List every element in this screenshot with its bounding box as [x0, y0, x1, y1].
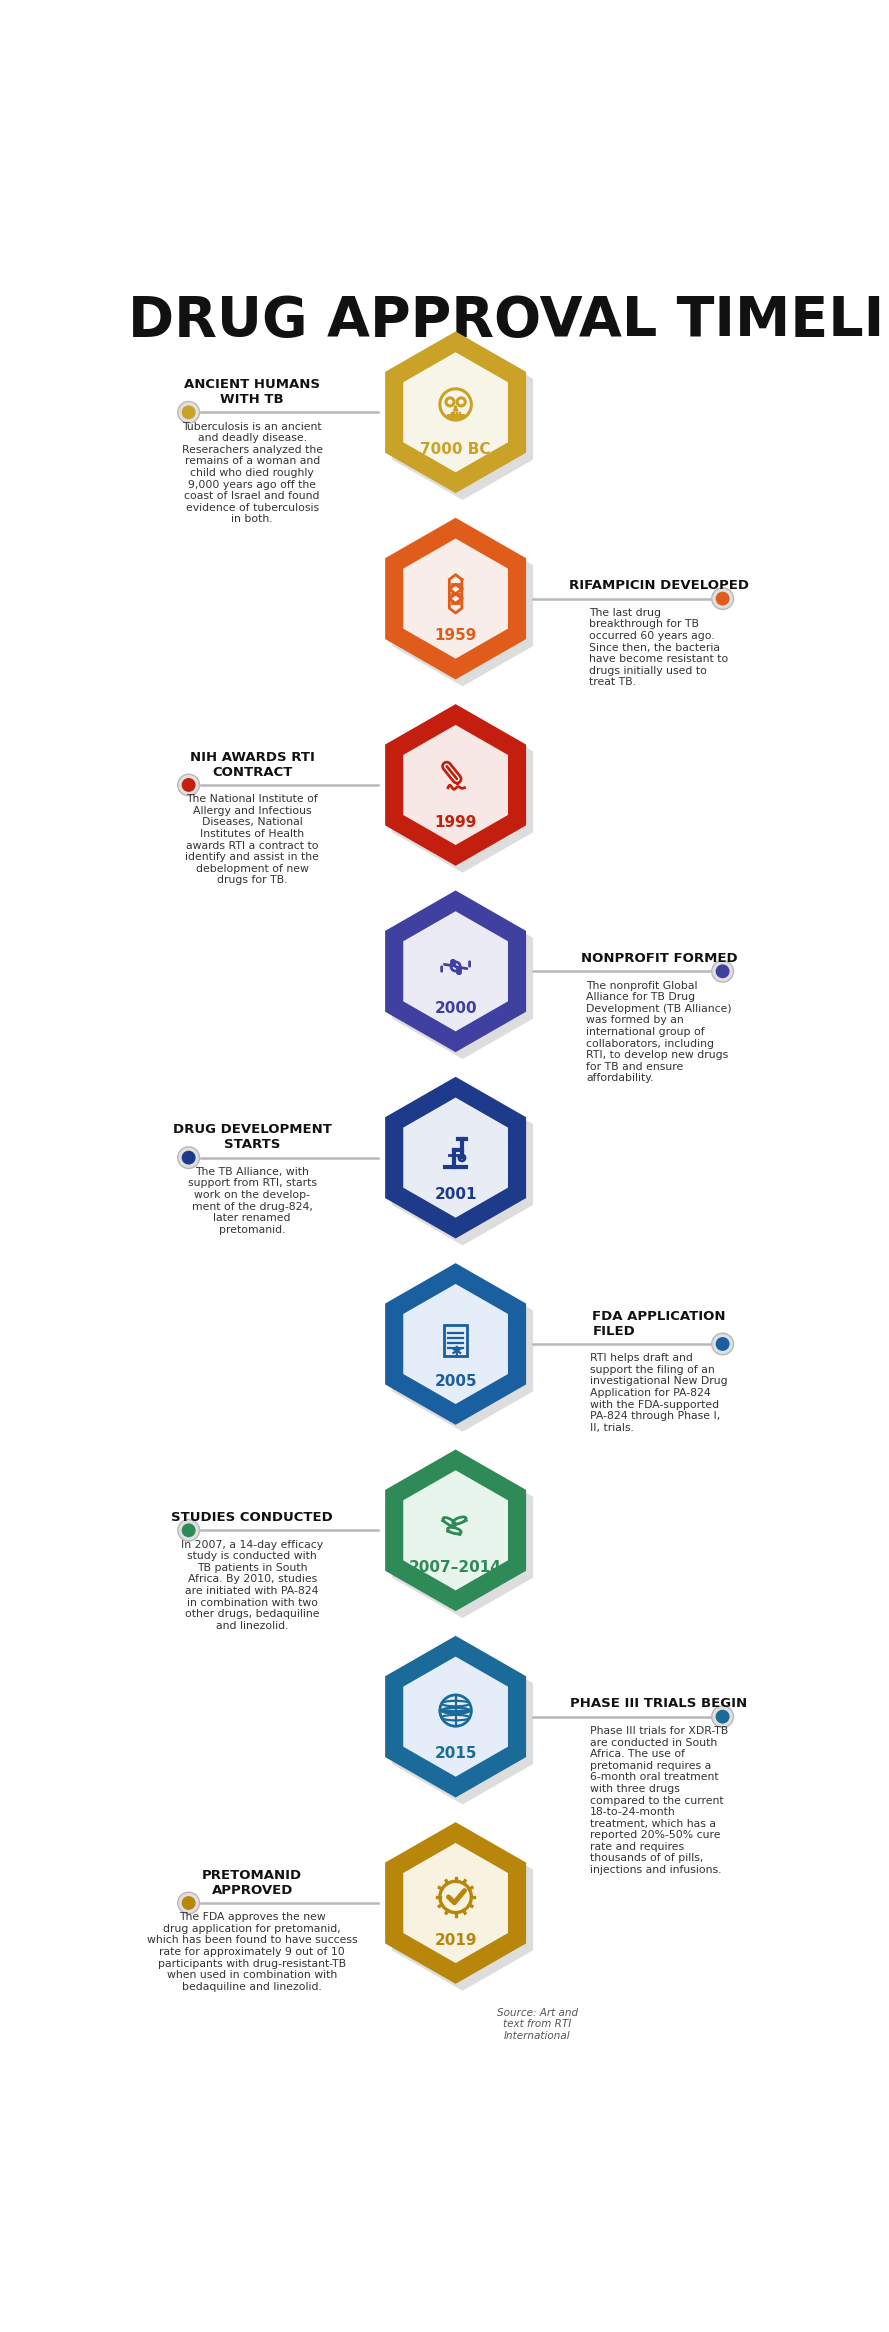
- Polygon shape: [404, 912, 508, 1031]
- Polygon shape: [392, 1458, 533, 1618]
- Text: ✱: ✱: [450, 1346, 461, 1360]
- Circle shape: [716, 1336, 730, 1350]
- Circle shape: [712, 1334, 733, 1355]
- Circle shape: [181, 1896, 196, 1910]
- Polygon shape: [404, 539, 508, 658]
- Text: 2000: 2000: [435, 1000, 477, 1017]
- Circle shape: [716, 592, 730, 606]
- Text: STUDIES CONDUCTED: STUDIES CONDUCTED: [172, 1511, 333, 1525]
- Circle shape: [181, 406, 196, 420]
- Circle shape: [178, 774, 199, 795]
- Polygon shape: [385, 331, 526, 492]
- Text: 7000 BC: 7000 BC: [420, 443, 491, 457]
- Circle shape: [712, 588, 733, 609]
- Text: The National Institute of
Allergy and Infectious
Diseases, National
Institutes o: The National Institute of Allergy and In…: [185, 795, 319, 886]
- Text: PHASE III TRIALS BEGIN: PHASE III TRIALS BEGIN: [571, 1698, 748, 1709]
- Text: RIFAMPICIN DEVELOPED: RIFAMPICIN DEVELOPED: [569, 578, 749, 592]
- Polygon shape: [385, 891, 526, 1052]
- Text: NIH AWARDS RTI
CONTRACT: NIH AWARDS RTI CONTRACT: [189, 751, 315, 779]
- Text: RTI helps draft and
support the filing of an
investigational New Drug
Applicatio: RTI helps draft and support the filing o…: [590, 1353, 728, 1432]
- Polygon shape: [385, 518, 526, 679]
- Text: 2019: 2019: [435, 1933, 477, 1947]
- Text: 2007–2014: 2007–2014: [409, 1560, 502, 1574]
- Polygon shape: [392, 338, 533, 499]
- Text: 2001: 2001: [435, 1187, 477, 1203]
- Polygon shape: [404, 1842, 508, 1964]
- Text: The FDA approves the new
drug application for pretomanid,
which has been found t: The FDA approves the new drug applicatio…: [147, 1912, 357, 1992]
- Circle shape: [712, 961, 733, 982]
- Circle shape: [178, 1891, 199, 1915]
- Polygon shape: [385, 1451, 526, 1611]
- Text: 1999: 1999: [435, 814, 477, 830]
- Polygon shape: [392, 1828, 533, 1992]
- Text: The last drug
breakthrough for TB
occurred 60 years ago.
Since then, the bacteri: The last drug breakthrough for TB occurr…: [589, 609, 729, 688]
- Circle shape: [178, 1147, 199, 1168]
- Polygon shape: [392, 711, 533, 872]
- Polygon shape: [392, 898, 533, 1059]
- Polygon shape: [385, 1264, 526, 1425]
- Polygon shape: [385, 1821, 526, 1985]
- Text: The TB Alliance, with
support from RTI, starts
work on the develop-
ment of the : The TB Alliance, with support from RTI, …: [188, 1166, 316, 1236]
- Polygon shape: [392, 525, 533, 686]
- Text: PRETOMANID
APPROVED: PRETOMANID APPROVED: [202, 1868, 302, 1896]
- Circle shape: [178, 1520, 199, 1541]
- Text: 2015: 2015: [435, 1747, 477, 1761]
- Polygon shape: [404, 1285, 508, 1404]
- Text: 2005: 2005: [435, 1374, 477, 1390]
- Polygon shape: [404, 1098, 508, 1217]
- Polygon shape: [404, 1469, 508, 1590]
- Circle shape: [178, 401, 199, 422]
- Polygon shape: [385, 1635, 526, 1798]
- Text: ANCIENT HUMANS
WITH TB: ANCIENT HUMANS WITH TB: [184, 378, 320, 406]
- Text: DRUG DEVELOPMENT
STARTS: DRUG DEVELOPMENT STARTS: [172, 1124, 332, 1152]
- Polygon shape: [385, 1077, 526, 1238]
- Text: Phase III trials for XDR-TB
are conducted in South
Africa. The use of
pretomanid: Phase III trials for XDR-TB are conducte…: [590, 1726, 728, 1875]
- Text: Tuberculosis is an ancient
and deadly disease.
Reserachers analyzed the
remains : Tuberculosis is an ancient and deadly di…: [181, 422, 323, 525]
- Circle shape: [716, 965, 730, 977]
- Polygon shape: [392, 1084, 533, 1245]
- Text: Source: Art and
text from RTI
International: Source: Art and text from RTI Internatio…: [497, 2008, 578, 2040]
- Polygon shape: [385, 704, 526, 865]
- Circle shape: [181, 1150, 196, 1164]
- Text: NONPROFIT FORMED: NONPROFIT FORMED: [581, 951, 737, 965]
- Circle shape: [181, 1523, 196, 1537]
- Circle shape: [181, 779, 196, 793]
- Text: The nonprofit Global
Alliance for TB Drug
Development (TB Alliance)
was formed b: The nonprofit Global Alliance for TB Dru…: [586, 979, 732, 1084]
- Polygon shape: [392, 1271, 533, 1432]
- Circle shape: [716, 1709, 730, 1723]
- Polygon shape: [404, 352, 508, 473]
- Polygon shape: [392, 1642, 533, 1805]
- Text: DRUG APPROVAL TIMELINE: DRUG APPROVAL TIMELINE: [128, 294, 889, 347]
- Polygon shape: [404, 725, 508, 844]
- Text: FDA APPLICATION
FILED: FDA APPLICATION FILED: [592, 1311, 725, 1339]
- Circle shape: [712, 1707, 733, 1728]
- Text: In 2007, a 14-day efficacy
study is conducted with
TB patients in South
Africa. : In 2007, a 14-day efficacy study is cond…: [181, 1539, 324, 1630]
- Text: 1959: 1959: [435, 627, 477, 644]
- Polygon shape: [404, 1656, 508, 1777]
